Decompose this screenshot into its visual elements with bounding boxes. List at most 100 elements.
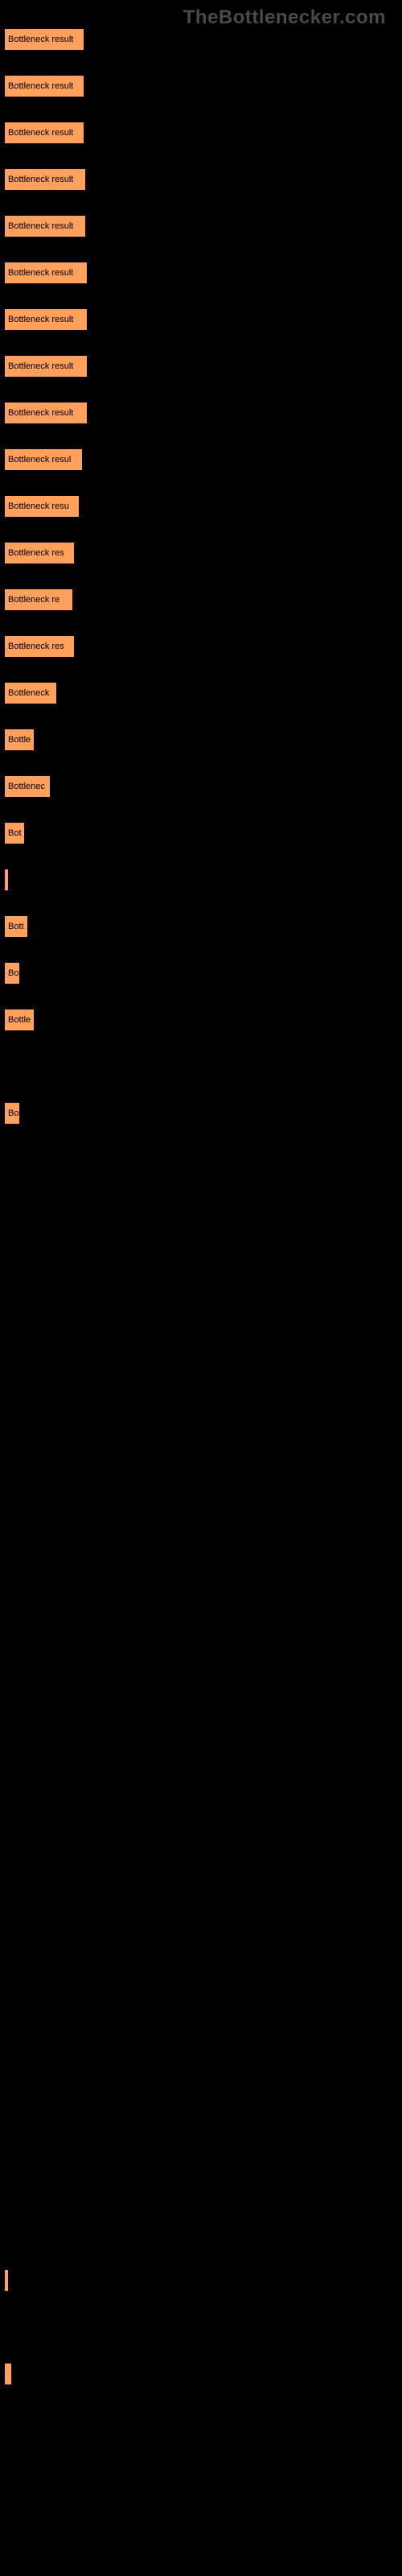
bar: Bottleneck resul xyxy=(4,448,83,471)
bar-row: Bottleneck result xyxy=(4,308,402,331)
bar-row: Bottleneck xyxy=(4,682,402,704)
bar-row xyxy=(4,1382,402,1405)
bar-row xyxy=(4,2176,402,2198)
bar-label: Bottleneck result xyxy=(8,81,73,91)
bar: Bottleneck result xyxy=(4,75,84,97)
bar: Bottleneck res xyxy=(4,542,75,564)
bar-label: Bott xyxy=(8,922,24,931)
bar: Bottle xyxy=(4,729,35,751)
bar-row: Bottleneck res xyxy=(4,635,402,658)
bar-label: Bottleneck res xyxy=(8,548,64,558)
bar-label: Bottleneck resul xyxy=(8,455,71,464)
bar-row xyxy=(4,1149,402,1171)
bar xyxy=(4,2269,9,2292)
bar: Bo xyxy=(4,962,20,985)
bar-label: Bottle xyxy=(8,735,31,745)
bar-row: Bot xyxy=(4,822,402,844)
chart-container: Bottleneck result Bottleneck result Bottle… xyxy=(0,0,402,2425)
bar-row xyxy=(4,1896,402,1918)
bar-label: Bottleneck re xyxy=(8,595,59,605)
bar-row: Bottleneck result xyxy=(4,28,402,51)
bar: Bottleneck result xyxy=(4,262,88,284)
bar-label: Bottleneck xyxy=(8,688,49,698)
bar-row: Bottleneck result xyxy=(4,355,402,378)
bar: Bottleneck result xyxy=(4,215,86,237)
bar-row xyxy=(4,1802,402,1825)
bar-row xyxy=(4,1569,402,1591)
bar-row xyxy=(4,1942,402,1965)
bar-row xyxy=(4,2083,402,2105)
bar-label: Bottleneck resu xyxy=(8,502,69,511)
bar: Bottlenec xyxy=(4,775,51,798)
bar-row: Bott xyxy=(4,915,402,938)
bar-row xyxy=(4,1429,402,1451)
bar-label: Bottleneck res xyxy=(8,642,64,651)
bar-row xyxy=(4,1849,402,1872)
bar-row xyxy=(4,2223,402,2245)
bar-row xyxy=(4,1709,402,1732)
bar-row xyxy=(4,2316,402,2339)
bar-row xyxy=(4,2269,402,2292)
bar-row: Bottleneck result xyxy=(4,168,402,191)
bar-label: Bottleneck result xyxy=(8,315,73,324)
bar-row xyxy=(4,1055,402,1078)
bar-label: Bottleneck result xyxy=(8,128,73,138)
bar-label: Bottleneck result xyxy=(8,268,73,278)
bar-row: Bottle xyxy=(4,1009,402,1031)
bar-row xyxy=(4,1662,402,1685)
bar-label: Bot xyxy=(8,828,22,838)
bar-row: Bottleneck result xyxy=(4,402,402,424)
bar-label: Bottleneck result xyxy=(8,408,73,418)
bar-label: Bottleneck result xyxy=(8,35,73,44)
bar-row: Bottle xyxy=(4,729,402,751)
bar-row xyxy=(4,1522,402,1545)
bar-label: Bottleneck result xyxy=(8,221,73,231)
bar-row: Bo xyxy=(4,962,402,985)
bar-row xyxy=(4,2036,402,2058)
bar: Bottleneck result xyxy=(4,168,86,191)
bar-row xyxy=(4,1242,402,1265)
bar-row xyxy=(4,869,402,891)
bar: Bottleneck result xyxy=(4,402,88,424)
bar: Bo xyxy=(4,1102,20,1125)
bar: Bottleneck xyxy=(4,682,57,704)
bar: Bottleneck re xyxy=(4,588,73,611)
bar-row xyxy=(4,1476,402,1498)
bar-row: Bottleneck re xyxy=(4,588,402,611)
bar-row xyxy=(4,1756,402,1778)
bar-row xyxy=(4,1616,402,1638)
bar: Bot xyxy=(4,822,25,844)
bar-row xyxy=(4,1289,402,1311)
bar-label: Bottlenec xyxy=(8,782,45,791)
bar-row xyxy=(4,2129,402,2152)
bar xyxy=(4,869,9,891)
bar-row: Bottleneck result xyxy=(4,215,402,237)
bar-label: Bottle xyxy=(8,1015,31,1025)
bar: Bottle xyxy=(4,1009,35,1031)
bar: Bott xyxy=(4,915,28,938)
bar-row xyxy=(4,1989,402,2012)
bar-row xyxy=(4,2363,402,2385)
bar-row: Bo xyxy=(4,1102,402,1125)
bar-row: Bottleneck result xyxy=(4,122,402,144)
bar: Bottleneck resu xyxy=(4,495,80,518)
bar: Bottleneck res xyxy=(4,635,75,658)
bar xyxy=(4,2363,12,2385)
bar: Bottleneck result xyxy=(4,355,88,378)
bar-row: Bottleneck resu xyxy=(4,495,402,518)
bar-row: Bottleneck result xyxy=(4,75,402,97)
bar-row: Bottlenec xyxy=(4,775,402,798)
bar-row xyxy=(4,1195,402,1218)
bar-label: Bottleneck result xyxy=(8,175,73,184)
bar: Bottleneck result xyxy=(4,28,84,51)
bar: Bottleneck result xyxy=(4,308,88,331)
bar-row: Bottleneck resul xyxy=(4,448,402,471)
bar-label: Bottleneck result xyxy=(8,361,73,371)
watermark-text: TheBottlenecker.com xyxy=(183,6,386,29)
bar-row: Bottleneck result xyxy=(4,262,402,284)
bar-label: Bo xyxy=(8,968,18,978)
bar-label: Bo xyxy=(8,1108,18,1118)
bar-row xyxy=(4,1335,402,1358)
bar: Bottleneck result xyxy=(4,122,84,144)
bar-row: Bottleneck res xyxy=(4,542,402,564)
